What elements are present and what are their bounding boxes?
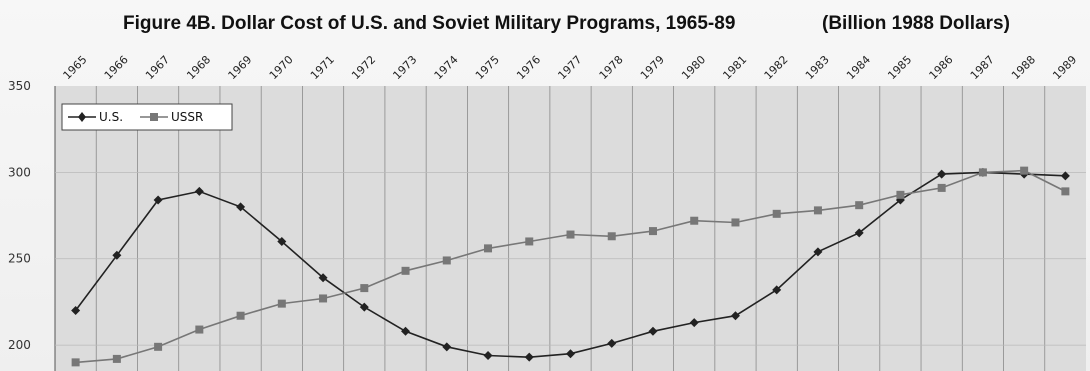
data-point-us [442,342,452,352]
data-point-us [730,311,740,321]
data-point-ussr [607,232,616,241]
x-axis-ticks: 1965 1966 1967 1968 1969 1970 1971 1972 1973 1974… [61,53,1080,82]
data-point-us [236,202,246,212]
legend-marker-ussr [150,113,158,121]
x-tick-label: 1982 [762,53,791,82]
x-tick-label: 1989 [1050,53,1079,82]
x-tick-label: 1978 [597,53,626,82]
y-axis-ticks: 350 300 250 200 [8,79,31,352]
data-point-ussr [1061,187,1070,196]
legend-label-ussr: USSR [171,110,203,124]
x-tick-label: 1986 [927,53,956,82]
x-tick-label: 1965 [61,53,90,82]
data-point-ussr [71,358,80,367]
y-tick-label: 200 [8,338,31,352]
data-point-ussr [154,342,163,351]
x-tick-label: 1971 [308,53,337,82]
data-point-ussr [484,244,493,253]
x-tick-label: 1973 [390,53,419,82]
x-tick-label: 1987 [968,53,997,82]
x-tick-label: 1974 [432,53,461,82]
legend-label-us: U.S. [99,110,123,124]
chart-title: Figure 4B. Dollar Cost of U.S. and Sovie… [123,13,735,34]
x-tick-label: 1980 [679,53,708,82]
x-tick-label: 1976 [514,53,543,82]
data-point-us [401,326,411,336]
data-point-ussr [525,237,534,246]
data-point-us [813,247,823,257]
data-point-ussr [112,354,121,363]
data-point-ussr [442,256,451,265]
data-point-us [854,228,864,238]
data-point-us [607,338,617,348]
data-point-us [194,186,204,196]
x-tick-label: 1981 [720,53,749,82]
y-tick-label: 250 [8,252,31,266]
x-tick-label: 1968 [184,53,213,82]
data-point-ussr [731,218,740,227]
plot-background [55,86,1086,371]
data-point-ussr [277,299,286,308]
plot-area [54,86,1086,371]
x-tick-label: 1979 [638,53,667,82]
data-point-ussr [813,206,822,215]
data-point-us [71,306,81,316]
x-tick-label: 1972 [349,53,378,82]
data-point-us [359,302,369,312]
data-point-ussr [401,266,410,275]
x-tick-label: 1985 [885,53,914,82]
legend-marker-us [78,112,86,122]
data-point-ussr [236,311,245,320]
x-tick-label: 1966 [102,53,131,82]
data-point-us [112,250,122,260]
data-point-us [1060,171,1070,181]
data-point-us [318,273,328,283]
x-tick-label: 1967 [143,53,172,82]
data-point-ussr [195,325,204,334]
x-tick-label: 1969 [226,53,255,82]
data-point-ussr [896,190,905,199]
data-point-ussr [319,294,328,303]
data-point-us [689,318,699,328]
x-tick-label: 1988 [1009,53,1038,82]
data-point-ussr [978,168,987,177]
data-point-us [648,326,658,336]
chart-legend: U.S. USSR [61,103,233,131]
data-point-ussr [1020,166,1029,175]
x-tick-label: 1975 [473,53,502,82]
data-point-ussr [855,201,864,210]
gridlines [55,86,1086,371]
data-point-ussr [648,227,657,236]
data-point-us [772,285,782,295]
data-point-ussr [360,284,369,293]
data-point-us [483,350,493,360]
data-point-ussr [937,183,946,192]
data-point-us [566,349,575,359]
data-point-us [153,195,163,205]
data-point-ussr [772,209,781,218]
data-point-ussr [690,216,699,225]
chart-units-note: (Billion 1988 Dollars) [822,13,1010,34]
x-tick-label: 1977 [555,53,584,82]
data-point-us [524,352,534,362]
x-tick-label: 1984 [844,53,873,82]
series-markers [71,166,1070,367]
data-point-us [937,169,947,179]
y-tick-label: 350 [8,79,31,93]
data-point-ussr [566,230,575,239]
x-tick-label: 1970 [267,53,296,82]
x-tick-label: 1983 [803,53,832,82]
y-tick-label: 300 [8,165,31,179]
data-point-us [277,236,287,246]
